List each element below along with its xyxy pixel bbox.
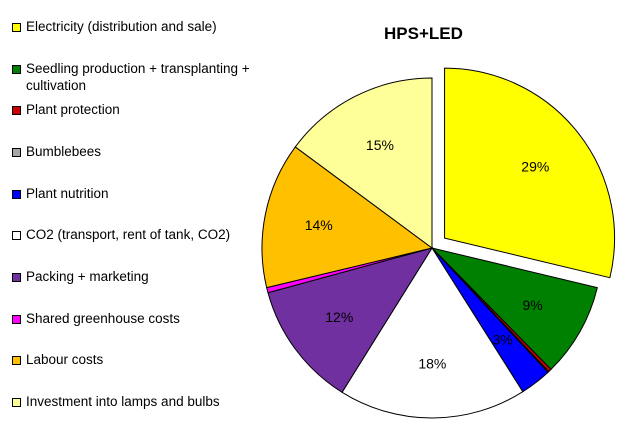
legend-label: Bumblebees: [26, 144, 102, 159]
legend-swatch: [12, 190, 21, 199]
slice-data-label: 9%: [522, 297, 542, 313]
legend-swatch: [12, 398, 21, 407]
legend-swatch: [12, 106, 21, 115]
legend-swatch: [12, 356, 21, 365]
legend-swatch: [12, 23, 21, 32]
legend-swatch: [12, 315, 21, 324]
legend-swatch: [12, 273, 21, 282]
legend-label: Plant protection: [26, 102, 120, 117]
pie-slice: [261, 146, 434, 289]
legend-label: Labour costs: [26, 352, 104, 367]
pie-slice: [430, 247, 598, 371]
slice-data-label: 15%: [366, 137, 394, 153]
legend-swatch: [12, 148, 21, 157]
legend-label: CO2 (transport, rent of tank, CO2): [26, 227, 231, 242]
pie-slice: [294, 77, 433, 249]
slice-data-label: 14%: [305, 217, 333, 233]
pie-slice: [444, 67, 616, 279]
legend-label: Investment into lamps and bulbs: [26, 394, 220, 409]
legend-swatch: [12, 231, 21, 240]
slice-data-label: 12%: [325, 309, 353, 325]
pie-slice: [267, 247, 434, 393]
legend-label: Plant nutrition: [26, 186, 109, 201]
legend-label: Shared greenhouse costs: [26, 311, 180, 326]
legend-swatch: [12, 65, 21, 74]
slice-data-label: 18%: [418, 356, 446, 372]
slice-data-label: 29%: [521, 158, 549, 174]
legend-label: Packing + marketing: [26, 269, 149, 284]
slice-data-label: 3%: [492, 332, 512, 348]
legend-label: Electricity (distribution and sale): [26, 19, 217, 34]
legend-label: Seedling production + transplanting + cu…: [26, 61, 250, 93]
chart-title: HPS+LED: [384, 24, 463, 43]
pie-slice: [341, 247, 524, 419]
